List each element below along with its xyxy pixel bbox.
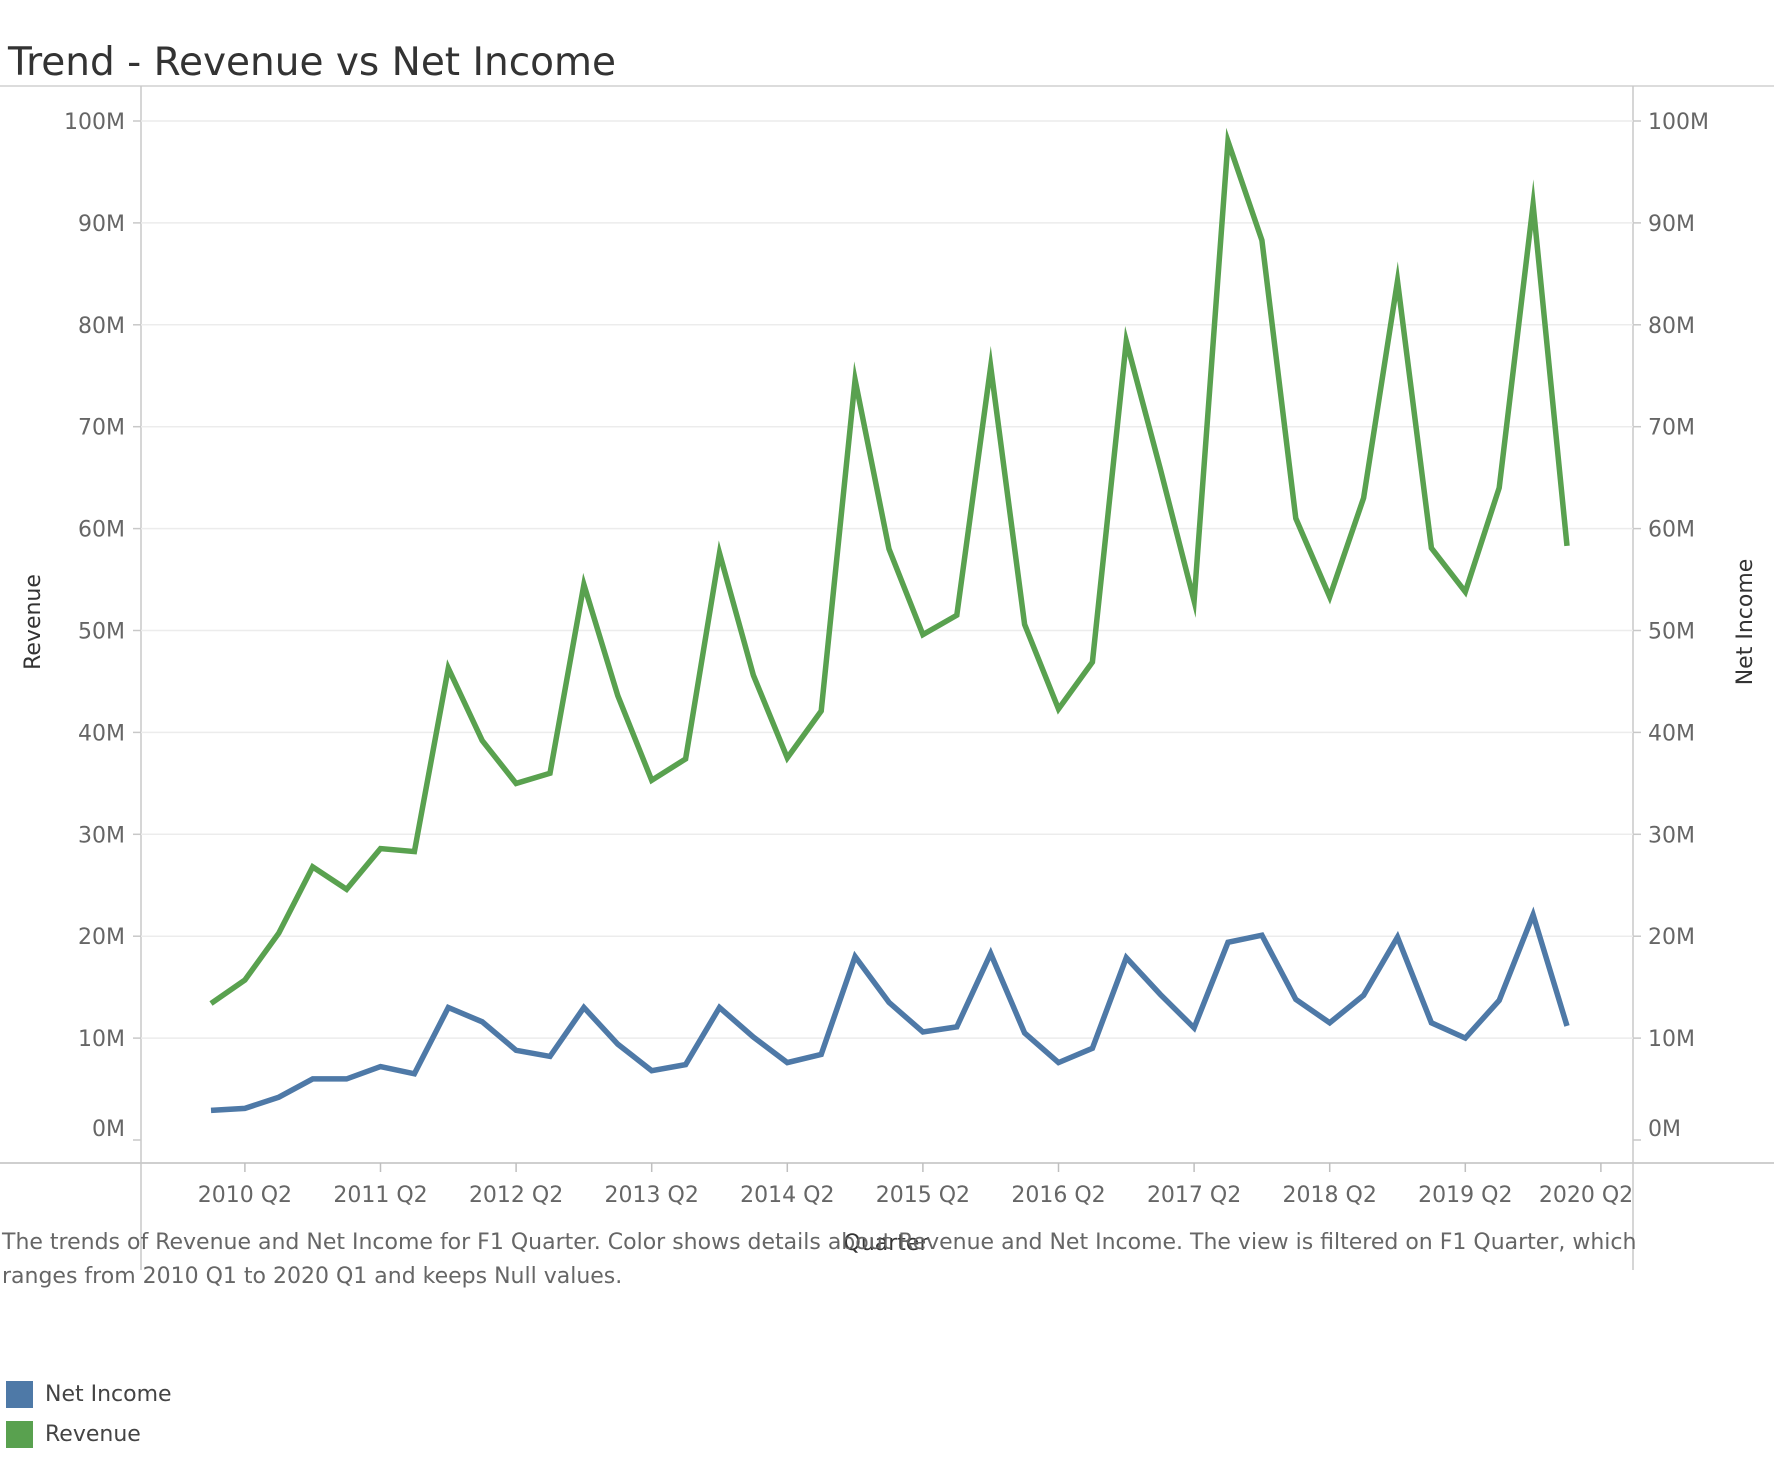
y-tick-label-left: 70M [78,416,125,441]
y-tick-label-left: 0M [92,1117,125,1142]
legend-label: Net Income [45,1381,172,1407]
y-tick-label-right: 70M [1648,416,1695,441]
page-title: Trend - Revenue vs Net Income [8,40,617,86]
y-tick-label-right: 40M [1648,721,1695,746]
legend-item-net-income[interactable]: Net Income [6,1377,172,1411]
x-tick-label: 2011 Q2 [333,1183,427,1208]
y-tick-label-left: 50M [78,620,125,645]
y-axis-right: 0M 10M 20M 30M 40M 50M 60M 70M 80M 90M 100M [1633,110,1709,1142]
y-tick-label-right: 0M [1648,1117,1681,1142]
y-tick-label-right: 100M [1648,110,1709,135]
y-tick-label-left: 30M [78,823,125,848]
chart-frame [0,85,1774,1270]
chart-caption: The trends of Revenue and Net Income for… [2,1230,1637,1289]
net-income-line[interactable] [210,906,1570,1114]
legend: Net Income Revenue [6,1377,172,1457]
x-tick-label: 2017 Q2 [1147,1183,1241,1208]
x-tick-label: 2016 Q2 [1011,1183,1105,1208]
y-tick-label-right: 50M [1648,620,1695,645]
revenue-line[interactable] [209,127,1570,1006]
y-tick-label-left: 100M [64,110,125,135]
gridlines [141,120,1633,1039]
y-tick-label-left: 20M [78,925,125,950]
net-income-swatch [6,1380,33,1408]
series-lines [209,127,1570,1114]
y-tick-label-right: 30M [1648,823,1695,848]
x-tick-label: 2020 Q2 [1539,1183,1633,1208]
y-tick-label-left: 60M [78,518,125,543]
x-tick-label: 2012 Q2 [469,1183,563,1208]
x-tick-label: 2010 Q2 [198,1183,292,1208]
revenue-swatch [6,1420,33,1448]
x-tick-label: 2019 Q2 [1418,1183,1512,1208]
y-tick-label-left: 10M [78,1027,125,1052]
y-axis-title-left: Revenue [21,574,46,670]
x-tick-label: 2013 Q2 [605,1183,699,1208]
x-axis: 2010 Q2 2011 Q2 2012 Q2 2013 Q2 2014 Q2 2015 … [198,1163,1633,1208]
y-axis-title-right: Net Income [1733,559,1758,686]
y-tick-label-right: 60M [1648,518,1695,543]
x-tick-label: 2014 Q2 [740,1183,834,1208]
legend-item-revenue[interactable]: Revenue [6,1417,172,1451]
y-tick-label-right: 20M [1648,925,1695,950]
y-tick-label-right: 90M [1648,212,1695,237]
y-tick-label-left: 40M [78,721,125,746]
x-tick-label: 2018 Q2 [1283,1183,1377,1208]
y-tick-label-right: 10M [1648,1027,1695,1052]
y-tick-label-right: 80M [1648,314,1695,339]
x-tick-label: 2015 Q2 [876,1183,970,1208]
x-axis-title: Quarter [844,1231,930,1256]
y-tick-label-left: 90M [78,212,125,237]
y-tick-label-left: 80M [78,314,125,339]
legend-label: Revenue [45,1421,141,1447]
y-axis-left: 0M 10M 20M 30M 40M 50M 60M 70M 80M 90M 100M [64,110,141,1142]
